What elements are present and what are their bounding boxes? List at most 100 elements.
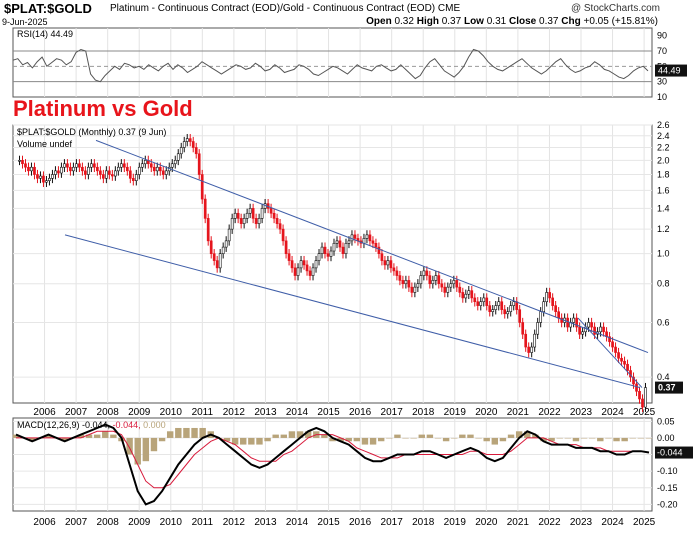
volume-legend: Volume undef — [17, 139, 73, 149]
macd-histogram-bar — [369, 437, 377, 445]
candle-body — [437, 275, 441, 285]
macd-histogram-bar — [110, 434, 117, 438]
candle-body — [638, 390, 641, 400]
macd-histogram-bar — [402, 437, 409, 439]
candle-body — [311, 267, 315, 276]
candle-body — [275, 218, 279, 224]
macd-histogram-bar — [386, 437, 393, 439]
candle-body — [188, 138, 192, 142]
candle-body — [581, 331, 584, 335]
x-tick-label-bottom: 2023 — [570, 517, 593, 528]
candle-body — [524, 333, 528, 348]
candle-body — [269, 208, 273, 214]
candle-body — [389, 260, 393, 269]
x-tick-label-bottom: 2009 — [128, 517, 151, 528]
candle-body — [512, 301, 516, 306]
candle-body — [137, 166, 141, 175]
candle-body — [407, 280, 411, 288]
x-tick-label-top: 2020 — [475, 407, 498, 418]
candle-body — [305, 264, 309, 272]
candle-body — [99, 170, 102, 175]
open-label: Open — [366, 16, 392, 27]
candle-body — [81, 166, 84, 172]
candle-body — [24, 163, 27, 168]
candle-body — [281, 228, 285, 242]
candle-body — [63, 163, 66, 168]
price-tick-label: 1.8 — [657, 170, 670, 180]
macd-histogram-bar — [459, 434, 466, 438]
candle-body — [425, 270, 429, 276]
candle-body — [314, 260, 318, 269]
candle-body — [431, 280, 435, 285]
candle-body — [485, 297, 489, 306]
x-tick-label-top: 2012 — [223, 407, 246, 418]
macd-tick-label: 0.05 — [657, 416, 675, 426]
price-tick-label: 1.0 — [657, 249, 670, 259]
macd-histogram-bar — [564, 437, 572, 439]
candle-body — [542, 301, 546, 313]
macd-histogram-bar — [645, 437, 653, 439]
x-tick-label-bottom: 2016 — [349, 517, 372, 528]
macd-histogram-bar — [548, 437, 555, 442]
macd-legend-macd: -0.044, — [82, 420, 113, 430]
candle-body — [200, 174, 204, 200]
candle-body — [42, 175, 45, 183]
macd-histogram-bar — [29, 437, 36, 442]
candle-body — [470, 290, 474, 299]
x-tick-label-bottom: 2021 — [507, 517, 530, 528]
macd-histogram-bar — [353, 437, 361, 442]
macd-histogram-bar — [102, 431, 109, 438]
macd-histogram-bar — [580, 437, 588, 439]
macd-histogram-bar — [158, 437, 166, 442]
macd-histogram-bar — [467, 434, 474, 438]
candle-body — [413, 286, 417, 293]
macd-histogram-bar — [337, 437, 344, 442]
macd-histogram-bar — [304, 431, 312, 438]
candle-body — [452, 280, 456, 285]
candle-body — [365, 234, 369, 239]
macd-legend: MACD(12,26,9) -0.044, -0.044, 0.000 — [17, 420, 166, 430]
macd-histogram-bar — [256, 437, 263, 445]
candle-body — [233, 212, 237, 219]
candle-body — [209, 240, 213, 254]
rsi-legend: RSI(14) 44.49 — [17, 29, 73, 39]
candle-body — [449, 283, 453, 288]
candle-body — [482, 297, 486, 303]
macd-tick-label: 0.00 — [657, 433, 675, 443]
candle-body — [155, 166, 159, 172]
high-label: High — [416, 16, 439, 27]
macd-histogram-bar — [588, 437, 596, 439]
macd-histogram-bar — [361, 437, 369, 445]
price-tick-label: 0.6 — [657, 317, 670, 327]
candle-body — [335, 240, 339, 244]
macd-histogram-bar — [77, 434, 85, 438]
candle-body — [614, 346, 617, 353]
candle-body — [488, 305, 492, 313]
x-tick-label-bottom: 2015 — [317, 517, 340, 528]
candle-body — [368, 234, 372, 242]
candle-body — [626, 363, 629, 371]
candle-body — [30, 166, 33, 172]
x-tick-label-bottom: 2018 — [412, 517, 435, 528]
candle-body — [608, 336, 611, 343]
candle-body — [51, 174, 54, 179]
macd-histogram-bar — [524, 431, 531, 438]
candle-body — [78, 163, 81, 168]
candle-body — [593, 326, 596, 335]
close-value: 0.37 — [539, 16, 559, 27]
rsi-panel-frame — [12, 27, 653, 98]
macd-histogram-bar — [272, 434, 279, 438]
macd-line — [15, 423, 650, 506]
candle-body — [533, 333, 537, 348]
candle-body — [578, 326, 581, 335]
candle-body — [536, 322, 540, 335]
rsi-tick-label: 70 — [657, 46, 667, 56]
candle-body — [341, 246, 345, 254]
candle-body — [206, 218, 210, 242]
x-tick-label-top: 2009 — [128, 407, 151, 418]
candle-body — [338, 240, 342, 248]
x-tick-label-bottom: 2013 — [254, 517, 277, 528]
candle-body — [143, 160, 147, 165]
